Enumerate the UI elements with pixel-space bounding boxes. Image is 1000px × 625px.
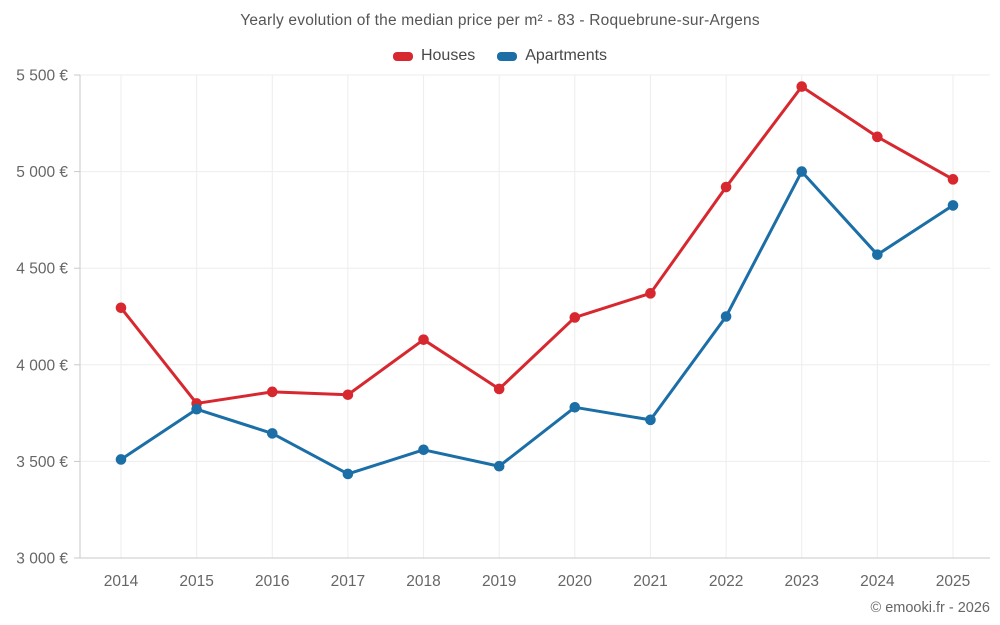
data-point-apartments-2021[interactable] [645, 414, 656, 426]
y-tick-label: 3 000 € [16, 551, 68, 568]
data-point-apartments-2020[interactable] [569, 402, 581, 413]
y-tick-label: 3 500 € [16, 454, 68, 471]
x-tick-label: 2014 [104, 573, 139, 590]
data-point-houses-2014[interactable] [115, 302, 127, 314]
x-tick-label: 2024 [860, 573, 895, 590]
x-tick-label: 2017 [331, 573, 365, 590]
data-point-houses-2024[interactable] [872, 131, 883, 143]
x-tick-label: 2021 [633, 573, 667, 590]
data-point-apartments-2015[interactable] [191, 403, 202, 415]
data-point-apartments-2019[interactable] [493, 460, 505, 472]
y-tick-label: 5 000 € [16, 164, 68, 181]
x-tick-label: 2016 [255, 573, 289, 590]
data-point-apartments-2023[interactable] [796, 166, 808, 177]
data-point-apartments-2014[interactable] [115, 454, 127, 465]
legend: Houses Apartments [0, 47, 1000, 65]
y-tick-label: 4 000 € [16, 357, 68, 374]
x-tick-label: 2020 [558, 573, 593, 590]
data-point-houses-2021[interactable] [645, 288, 656, 299]
data-point-houses-2025[interactable] [947, 174, 959, 185]
data-point-apartments-2017[interactable] [342, 468, 354, 480]
y-tick-label: 5 500 € [16, 68, 68, 85]
x-tick-label: 2019 [482, 573, 516, 590]
data-point-houses-2019[interactable] [493, 383, 505, 395]
x-tick-label: 2015 [179, 573, 213, 590]
data-point-houses-2016[interactable] [266, 386, 278, 398]
data-point-houses-2017[interactable] [342, 389, 354, 401]
legend-label-apartments: Apartments [525, 47, 608, 64]
data-point-houses-2018[interactable] [418, 334, 429, 345]
copyright: © emooki.fr - 2026 [870, 600, 990, 616]
data-point-houses-2022[interactable] [720, 181, 732, 193]
houses-swatch [392, 51, 413, 61]
apartments-swatch [497, 51, 518, 61]
x-tick-label: 2023 [784, 573, 818, 590]
y-tick-label: 4 500 € [16, 261, 68, 278]
legend-item-houses[interactable]: Houses [392, 47, 476, 65]
chart-title: Yearly evolution of the median price per… [240, 12, 760, 29]
x-tick-label: 2022 [709, 573, 743, 590]
x-tick-label: 2025 [936, 573, 970, 590]
data-point-apartments-2024[interactable] [872, 249, 883, 260]
x-tick-label: 2018 [406, 573, 440, 590]
series-line-houses [119, 85, 955, 405]
data-point-houses-2023[interactable] [796, 81, 808, 92]
data-point-apartments-2018[interactable] [418, 444, 429, 456]
data-point-apartments-2022[interactable] [720, 311, 732, 322]
legend-label-houses: Houses [420, 47, 476, 64]
data-point-houses-2020[interactable] [569, 312, 581, 323]
data-point-apartments-2025[interactable] [947, 200, 959, 211]
series-line-apartments [119, 170, 955, 476]
data-point-apartments-2016[interactable] [266, 428, 278, 439]
legend-item-apartments[interactable]: Apartments [497, 47, 607, 65]
